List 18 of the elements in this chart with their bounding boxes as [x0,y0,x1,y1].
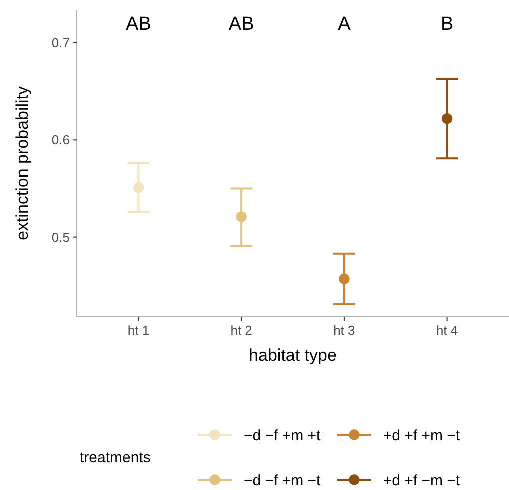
x-tick-label: ht 3 [334,323,356,338]
legend-label: −d −f +m +t [244,427,322,444]
y-axis-title: extinction probability [13,86,32,241]
x-tick-label: ht 4 [436,323,458,338]
legend-label: +d +f +m −t [383,427,461,444]
annotation: AB [228,14,254,35]
legend-label: −d −f +m −t [244,472,322,490]
x-tick-label: ht 1 [128,323,150,338]
x-axis-title: habitat type [249,346,337,365]
y-tick-label: 0.6 [52,132,70,148]
annotation: AB [126,14,152,35]
annotation: B [440,14,454,35]
legend-label: +d +f −m −t [383,472,461,490]
y-tick-label: 0.7 [52,36,70,51]
annotation: A [338,14,352,35]
legend-title: treatments [80,449,151,466]
y-tick-label: 0.5 [52,230,70,245]
x-tick-label: ht 2 [230,323,252,338]
